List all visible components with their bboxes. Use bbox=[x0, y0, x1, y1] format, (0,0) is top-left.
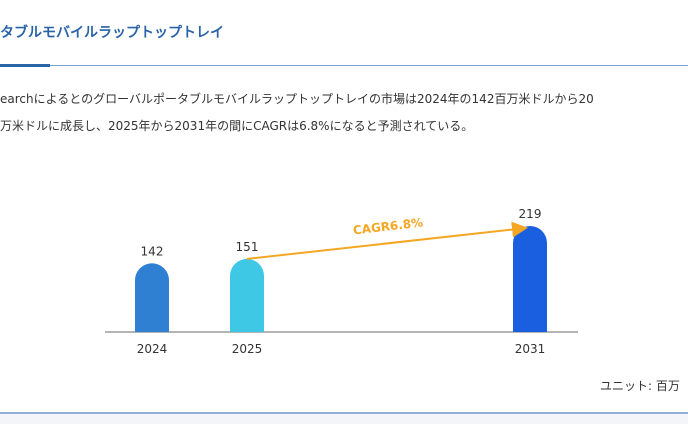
cagr-arrow bbox=[246, 221, 528, 260]
page-title: タブルモバイルラップトップトレイ bbox=[0, 25, 224, 41]
bar-2024 bbox=[135, 263, 169, 332]
footer-area bbox=[0, 414, 688, 424]
bar-2025 bbox=[230, 258, 264, 332]
value-label-2031: 219 bbox=[519, 207, 542, 221]
description-line-1: earchによるとのグローバルポータブルモバイルラップトップトレイの市場は202… bbox=[0, 92, 594, 106]
unit-label: ユニット: 百万 bbox=[600, 379, 680, 393]
title-accent-bar bbox=[0, 64, 50, 67]
bottom-divider bbox=[0, 412, 688, 414]
category-label-2031: 2031 bbox=[515, 342, 546, 356]
cagr-label: CAGR6.8% bbox=[352, 215, 424, 237]
value-label-2025: 151 bbox=[236, 240, 259, 254]
title-divider bbox=[0, 65, 688, 66]
bar-2031 bbox=[513, 226, 547, 332]
category-label-2024: 2024 bbox=[137, 342, 168, 356]
description-line-2: 万米ドルに成長し、2025年から2031年の間にCAGRは6.8%になると予測さ… bbox=[0, 119, 474, 133]
value-label-2024: 142 bbox=[141, 244, 164, 258]
category-label-2025: 2025 bbox=[232, 342, 263, 356]
